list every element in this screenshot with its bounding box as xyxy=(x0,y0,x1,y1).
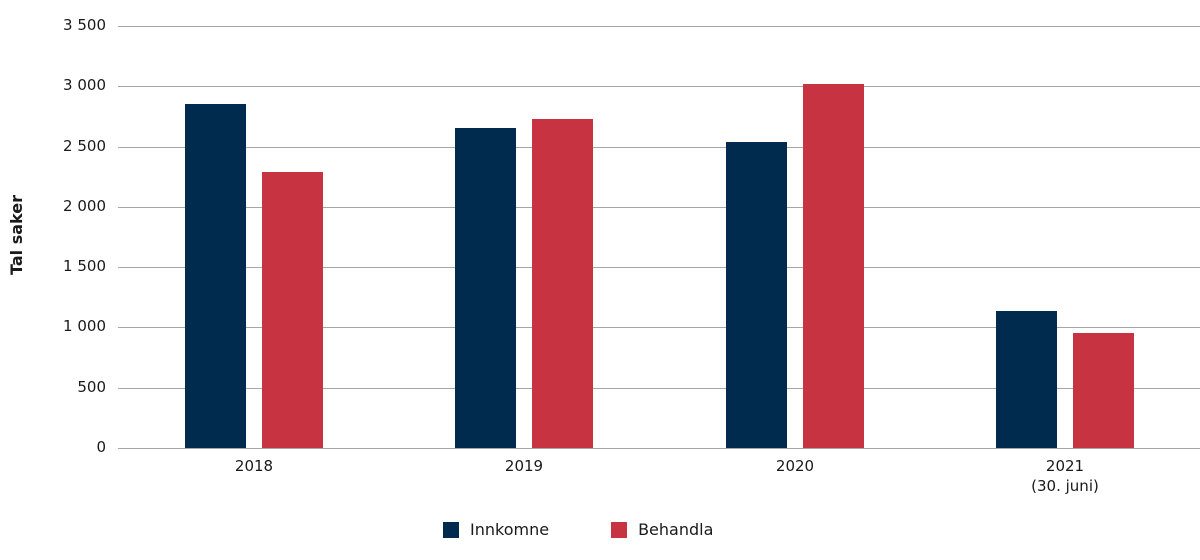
gridline xyxy=(118,448,1200,449)
bar-behandla-2 xyxy=(803,84,864,448)
legend-label-innkomne: Innkomne xyxy=(470,520,550,539)
bar-innkomne-1 xyxy=(455,128,516,448)
legend-swatch-behandla xyxy=(611,521,628,538)
gridline xyxy=(118,267,1200,268)
y-tick-label: 1 500 xyxy=(63,257,106,275)
bar-innkomne-3 xyxy=(996,311,1057,448)
gridline xyxy=(118,147,1200,148)
x-tick-label: 2019 xyxy=(504,457,544,475)
y-tick-label: 3 500 xyxy=(63,16,106,34)
gridline xyxy=(118,207,1200,208)
y-tick-label: 2 000 xyxy=(63,197,106,215)
gridline xyxy=(118,388,1200,389)
y-tick-label: 2 500 xyxy=(63,137,106,155)
bar-behandla-3 xyxy=(1073,333,1134,448)
legend-item-innkomne: Innkomne xyxy=(443,520,549,539)
y-tick-label: 0 xyxy=(96,438,106,456)
legend: Innkomne Behandla xyxy=(443,520,775,539)
bar-behandla-0 xyxy=(262,172,323,448)
y-tick-label: 500 xyxy=(77,378,106,396)
bar-innkomne-0 xyxy=(185,104,246,448)
x-tick-label: 2021 (30. juni) xyxy=(1031,457,1099,495)
gridline xyxy=(118,86,1200,87)
legend-item-behandla: Behandla xyxy=(611,520,713,539)
gridline xyxy=(118,327,1200,328)
y-tick-label: 1 000 xyxy=(63,317,106,335)
x-tick-label: 2018 xyxy=(234,457,274,475)
gridline xyxy=(118,26,1200,27)
legend-swatch-innkomne xyxy=(443,521,459,538)
legend-label-behandla: Behandla xyxy=(638,520,714,539)
x-tick-label: 2020 xyxy=(775,457,815,475)
y-axis-label: Tal saker xyxy=(7,195,26,275)
y-tick-label: 3 000 xyxy=(63,76,106,94)
bar-behandla-1 xyxy=(532,119,593,448)
bar-innkomne-2 xyxy=(726,142,787,448)
